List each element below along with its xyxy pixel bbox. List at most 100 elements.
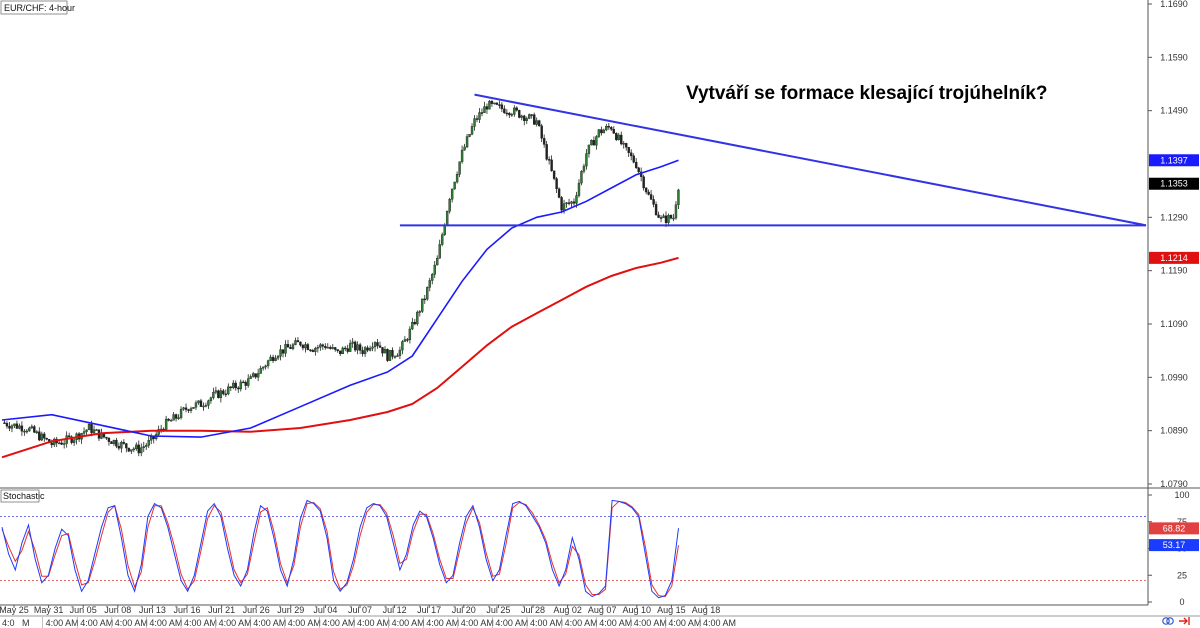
candle <box>125 443 128 453</box>
candle-body <box>627 147 630 153</box>
candle <box>513 105 516 117</box>
candle <box>378 341 382 348</box>
candle-body <box>428 280 431 288</box>
candle <box>649 189 653 200</box>
candle-body <box>485 106 489 110</box>
time-tick-label: Jun 26 <box>243 605 270 615</box>
candle <box>304 341 307 353</box>
candle <box>398 346 402 359</box>
candle <box>535 117 538 127</box>
candle <box>229 386 233 392</box>
trendlines[interactable] <box>399 93 1147 227</box>
candle-body <box>406 339 409 341</box>
candle <box>331 344 334 350</box>
candle-body <box>90 423 93 434</box>
candle-body <box>326 347 329 349</box>
candle-body <box>249 376 252 379</box>
candle-body <box>500 104 504 110</box>
candle-body <box>378 345 382 348</box>
candle-body <box>577 182 581 196</box>
candle-body <box>204 405 208 407</box>
candle-body <box>229 386 233 389</box>
time-tick-label: Aug 10 <box>623 605 652 615</box>
candle <box>478 108 481 123</box>
candle-body <box>478 112 481 120</box>
candle <box>530 114 533 119</box>
footer-time-label: 4:00 AM <box>461 618 494 628</box>
candle-body <box>475 118 479 120</box>
candle-body <box>182 407 185 410</box>
candle <box>505 109 509 117</box>
candle <box>550 155 553 172</box>
candle <box>537 119 541 127</box>
candle <box>408 326 412 344</box>
candle <box>433 261 436 278</box>
candle-body <box>550 159 553 172</box>
descending-resistance-line[interactable] <box>474 93 1147 227</box>
candle-body <box>58 442 61 445</box>
candle <box>247 374 250 388</box>
candle <box>105 436 108 440</box>
candle-body <box>256 373 260 378</box>
candle-body <box>150 436 153 441</box>
price-axis: 1.1690 1.1590 1.1490 1.1290 1.1190 1.1090 1.09… <box>1148 0 1188 489</box>
candle-body <box>416 311 419 325</box>
candle-body <box>570 201 573 204</box>
stochastic-k-line <box>1 499 679 599</box>
candle-body <box>279 349 282 357</box>
candle-body <box>344 347 347 350</box>
candle <box>582 163 586 174</box>
candle-body <box>87 423 91 431</box>
candle-body <box>455 174 459 183</box>
candle <box>488 99 491 110</box>
candle-body <box>147 439 150 446</box>
candle <box>120 440 123 453</box>
candle <box>577 179 581 198</box>
sync-icon[interactable] <box>1162 617 1174 625</box>
candle <box>254 373 257 379</box>
candle <box>523 114 526 126</box>
candle-body <box>289 347 292 349</box>
candle <box>644 187 648 195</box>
candle <box>448 197 451 214</box>
candle-body <box>122 442 126 444</box>
candle <box>147 435 150 448</box>
candle-body <box>169 420 173 422</box>
candle-body <box>20 425 24 432</box>
candle <box>423 294 426 304</box>
candle <box>197 400 200 405</box>
candle <box>38 427 41 442</box>
candle-body <box>622 143 625 145</box>
candle-body <box>585 153 588 167</box>
candle-body <box>630 152 633 157</box>
candle-body <box>508 112 511 116</box>
candle <box>194 400 198 410</box>
candle-body <box>667 215 670 223</box>
candle <box>625 142 628 151</box>
candle <box>334 346 337 352</box>
candle <box>284 340 287 357</box>
candle-body <box>353 341 357 351</box>
candle-body <box>254 373 257 378</box>
time-tick-label: May 25 <box>0 605 29 615</box>
candle <box>495 102 499 106</box>
candle <box>142 441 145 452</box>
candle-body <box>672 217 675 220</box>
stoch-flag-label: 53.17 <box>1163 540 1186 550</box>
candle-body <box>644 187 648 193</box>
time-tick-label: Jun 08 <box>104 605 131 615</box>
candle-body <box>316 347 320 349</box>
candle-body <box>306 344 310 351</box>
candle <box>460 145 464 164</box>
candle-body <box>18 425 21 429</box>
candle <box>483 101 486 113</box>
candle <box>18 423 21 430</box>
candle-body <box>654 204 658 216</box>
candle <box>3 419 6 424</box>
scroll-to-end-icon[interactable] <box>1179 617 1190 625</box>
candle-body <box>421 298 424 312</box>
candle-body <box>237 387 240 390</box>
price-candles <box>3 99 680 457</box>
candle-body <box>518 110 521 118</box>
